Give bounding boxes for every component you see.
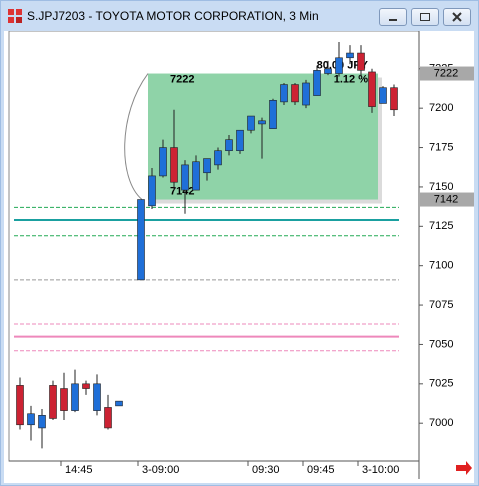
y-tick-label: 7150 xyxy=(429,181,453,193)
candle-body xyxy=(170,147,178,183)
y-tick-label: 7175 xyxy=(429,141,453,153)
candle-body xyxy=(38,415,46,429)
candle-body xyxy=(236,129,244,152)
candle-body xyxy=(247,115,255,131)
candle-body xyxy=(192,161,200,191)
candle-body xyxy=(27,413,35,426)
y-tick-label: 7125 xyxy=(429,220,453,232)
y-tick-label: 7100 xyxy=(429,260,453,272)
maximize-button[interactable] xyxy=(411,8,439,26)
scroll-arrow[interactable] xyxy=(456,461,472,475)
candle-body xyxy=(115,400,123,407)
candle-body xyxy=(148,175,156,207)
window-title: S.JPJ7203 - TOYOTA MOTOR CORPORATION, 3 … xyxy=(27,9,319,23)
candle-body xyxy=(203,158,211,174)
y-tick-label: 7075 xyxy=(429,299,453,311)
candle-body xyxy=(302,82,310,106)
app-icon xyxy=(8,9,22,23)
candle-body xyxy=(368,71,376,107)
y-tick-label: 7025 xyxy=(429,378,453,390)
x-tick-label: 14:45 xyxy=(65,464,93,476)
price-label-bg xyxy=(420,192,474,207)
candle-body xyxy=(390,87,398,111)
price-label: 7142 xyxy=(434,193,458,205)
minimize-button[interactable] xyxy=(379,8,407,26)
x-tick-label: 3-10:00 xyxy=(362,464,399,476)
box-arc xyxy=(124,73,149,200)
y-tick-label: 7000 xyxy=(429,417,453,429)
candle-body xyxy=(49,385,57,419)
candle-body xyxy=(379,87,387,104)
candle-body xyxy=(181,164,189,191)
candle-body xyxy=(16,385,24,426)
candle-body xyxy=(214,150,222,166)
candle-body xyxy=(258,120,266,125)
price-label-bg xyxy=(420,66,474,81)
close-button[interactable] xyxy=(443,8,471,26)
y-tick-label: 7200 xyxy=(429,102,453,114)
x-tick-label: 09:30 xyxy=(252,464,280,476)
candle-body xyxy=(159,147,167,177)
candle-body xyxy=(346,52,354,59)
price-label: 7222 xyxy=(434,67,458,79)
box-label: 7222 xyxy=(170,73,194,85)
candle-body xyxy=(82,383,90,389)
candle-body xyxy=(269,100,277,129)
candle-body xyxy=(335,57,343,74)
title-bar: S.JPJ7203 - TOYOTA MOTOR CORPORATION, 3 … xyxy=(1,1,478,31)
candle-body xyxy=(324,68,332,74)
box-label: 1.12 % xyxy=(334,73,368,85)
candle-body xyxy=(71,383,79,411)
y-tick-label: 7050 xyxy=(429,338,453,350)
candle-body xyxy=(313,70,321,96)
candle-body xyxy=(357,52,365,71)
candle-body xyxy=(60,388,68,411)
candle-body xyxy=(225,139,233,152)
candle-body xyxy=(137,199,145,281)
x-tick-label: 09:45 xyxy=(307,464,335,476)
candle-body xyxy=(93,383,101,411)
candle-body xyxy=(280,84,288,103)
x-tick-label: 3-09:00 xyxy=(142,464,179,476)
candle-body xyxy=(104,407,112,429)
chart: 7000702570507075710071257150717572007225… xyxy=(4,31,474,483)
candle-body xyxy=(291,84,299,103)
